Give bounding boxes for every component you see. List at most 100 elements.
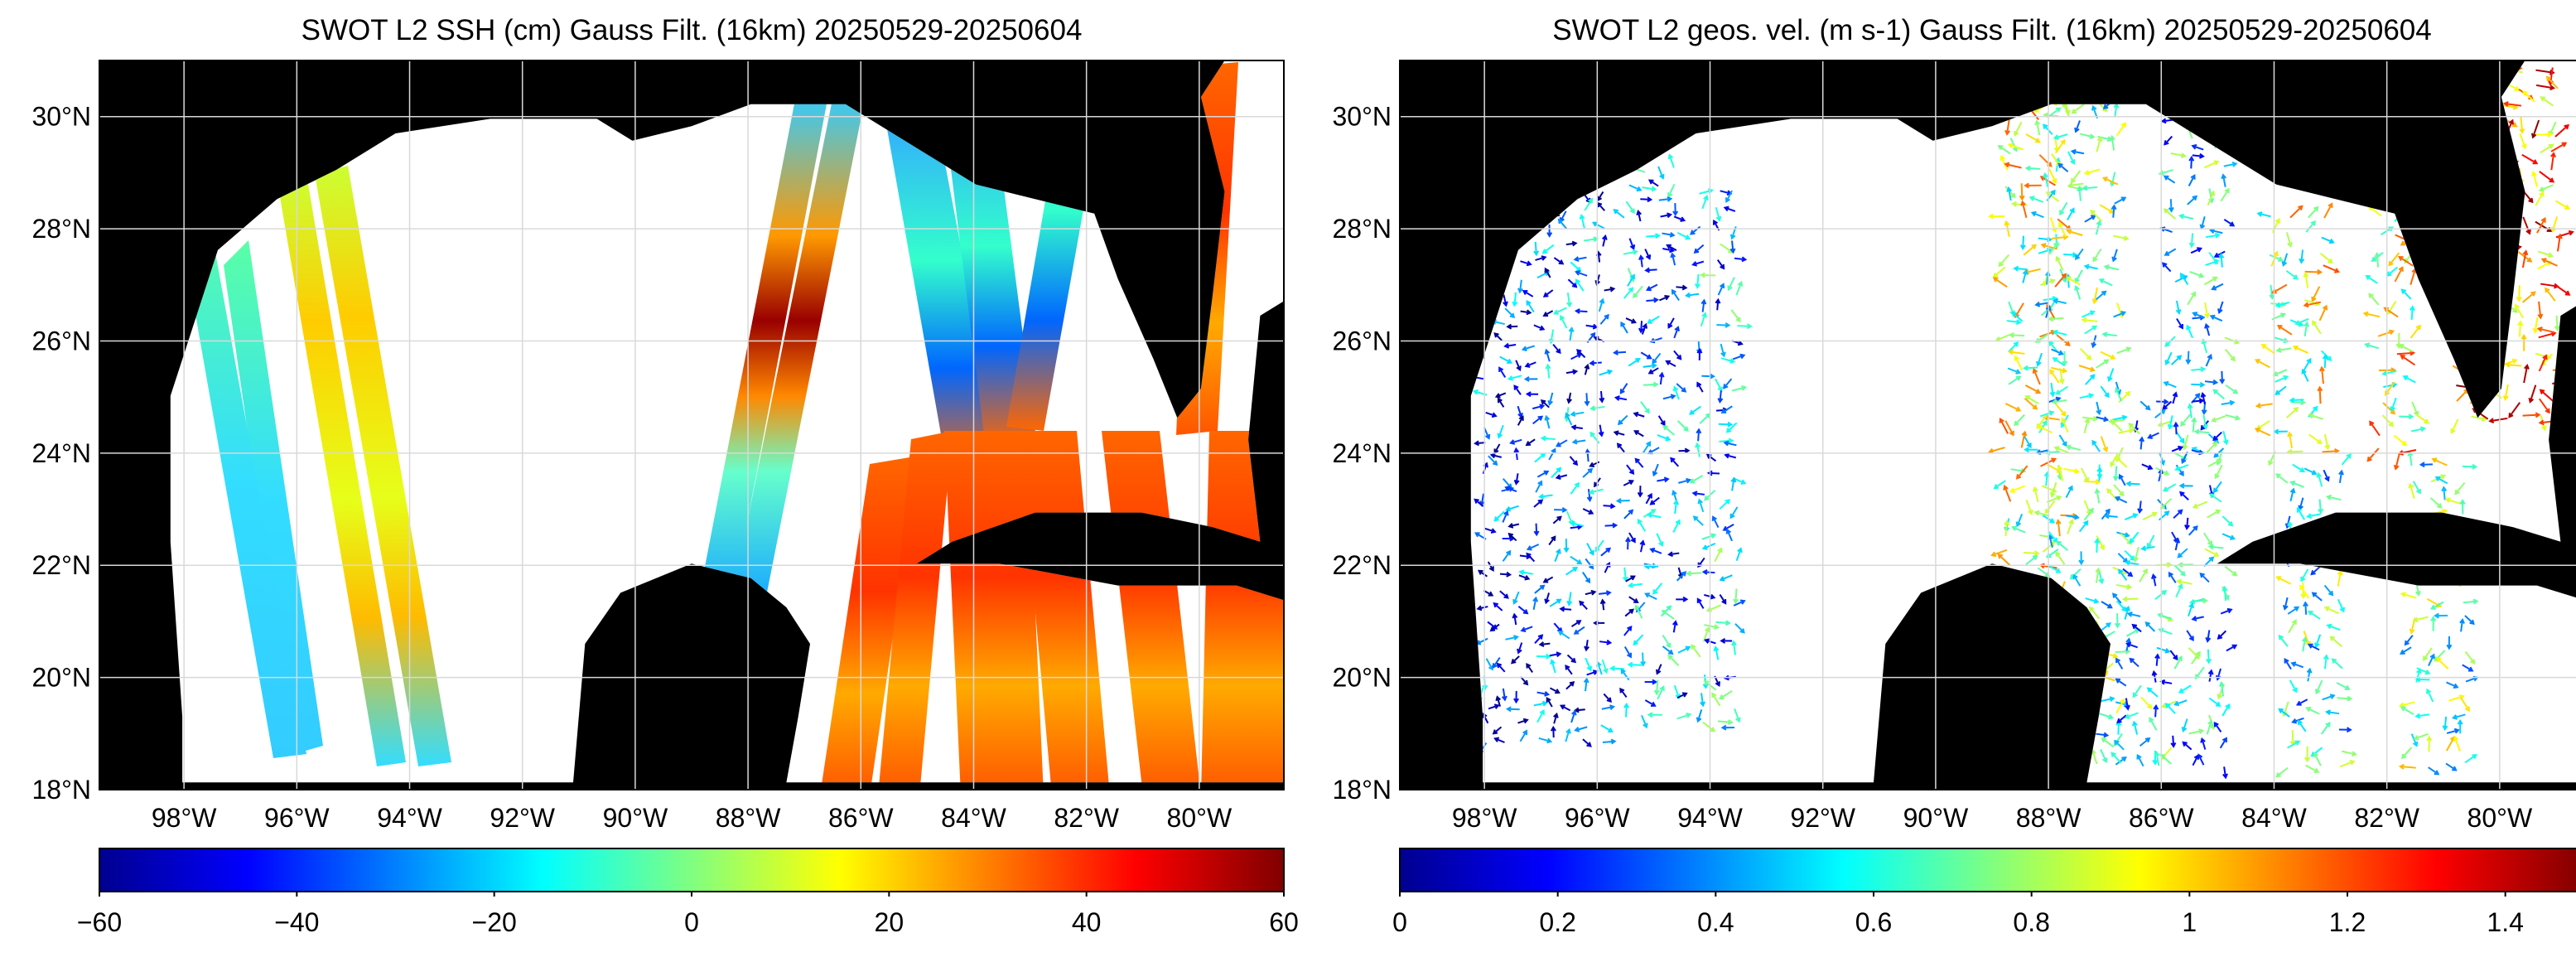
velocity-arrow — [2101, 601, 2112, 609]
velocity-arrow — [1526, 663, 1533, 674]
velocity-arrow — [2082, 311, 2095, 318]
velocity-arrowhead — [1667, 192, 1673, 199]
velocity-arrowhead — [2164, 360, 2170, 365]
velocity-arrow — [1667, 244, 1677, 252]
velocity-arrowhead — [2281, 261, 2288, 267]
velocity-arrow — [2532, 172, 2538, 187]
velocity-arrow — [2103, 333, 2117, 337]
velocity-arrow — [2396, 351, 2414, 355]
velocity-arrow — [2112, 593, 2122, 604]
velocity-arrow — [2174, 699, 2188, 706]
velocity-arrowhead — [2366, 456, 2372, 462]
velocity-arrowhead — [2195, 650, 2201, 657]
velocity-arrow — [2212, 283, 2224, 290]
velocity-arrowhead — [1628, 509, 1634, 515]
velocity-arrowhead — [1579, 600, 1585, 607]
velocity-arrowhead — [2000, 154, 2005, 161]
velocity-arrowhead — [2160, 118, 2167, 124]
velocity-arrow — [1533, 499, 1543, 508]
velocity-arrowhead — [1490, 528, 1497, 534]
velocity-arrow — [2115, 583, 2131, 588]
velocity-arrow — [1535, 481, 1542, 493]
velocity-arrowhead — [2303, 321, 2310, 327]
velocity-arrow — [2134, 546, 2139, 562]
velocity-arrowhead — [2324, 444, 2331, 451]
velocity-arrow — [1720, 243, 1733, 254]
velocity-arrow — [1540, 642, 1551, 645]
velocity-arrow — [2454, 482, 2466, 495]
velocity-arrow — [2193, 500, 2208, 509]
velocity-arrow — [1668, 552, 1680, 556]
velocity-arrowhead — [2324, 476, 2330, 482]
velocity-arrow — [2050, 382, 2054, 396]
velocity-arrowhead — [1585, 578, 1591, 584]
velocity-arrow — [2456, 389, 2469, 402]
velocity-arrowhead — [1584, 400, 1590, 407]
velocity-arrowhead — [1507, 375, 1513, 381]
velocity-arrowhead — [2221, 737, 2227, 742]
velocity-arrow — [2083, 508, 2094, 521]
velocity-arrow — [2089, 607, 2101, 620]
velocity-arrow — [2412, 481, 2421, 494]
velocity-arrowhead — [1737, 547, 1743, 554]
velocity-arrowhead — [2057, 221, 2064, 228]
velocity-arrowhead — [2053, 134, 2059, 140]
velocity-arrow — [2188, 525, 2198, 536]
velocity-arrowhead — [2301, 368, 2307, 375]
velocity-arrow — [2462, 664, 2473, 672]
velocity-arrow — [1652, 463, 1659, 476]
velocity-arrow — [1712, 516, 1720, 529]
velocity-arrowhead — [1671, 288, 1676, 295]
velocity-arrowhead — [2547, 131, 2553, 138]
velocity-arrow — [2025, 500, 2033, 515]
lon-tick-label: 96°W — [264, 803, 330, 833]
velocity-arrow — [2099, 622, 2111, 632]
velocity-arrowhead — [1727, 285, 1733, 292]
velocity-arrowhead — [2152, 511, 2158, 517]
velocity-arrow — [2126, 628, 2139, 637]
velocity-arrow — [1603, 693, 1612, 703]
velocity-arrow — [2539, 398, 2550, 413]
velocity-arrow — [1583, 238, 1598, 242]
velocity-arrow — [2075, 248, 2084, 260]
velocity-arrow — [1544, 268, 1551, 278]
velocity-arrow — [2386, 266, 2399, 277]
velocity-arrow — [1487, 561, 1494, 571]
velocity-arrowhead — [1663, 476, 1670, 483]
velocity-arrowhead — [2198, 273, 2205, 278]
velocity-arrowhead — [2504, 361, 2511, 368]
velocity-arrow — [2432, 458, 2448, 466]
velocity-arrowhead — [1539, 584, 1546, 590]
velocity-arrow — [1533, 702, 1547, 707]
velocity-arrow — [1716, 259, 1725, 269]
velocity-arrow — [1623, 510, 1633, 520]
velocity-arrowhead — [2106, 488, 2112, 494]
velocity-arrow — [1476, 637, 1488, 645]
velocity-arrowhead — [2280, 312, 2286, 318]
velocity-arrowhead — [1537, 634, 1544, 640]
velocity-arrowhead — [2547, 252, 2554, 259]
lon-tick-label: 92°W — [490, 803, 555, 833]
velocity-arrowhead — [2007, 349, 2014, 355]
velocity-arrow — [1673, 386, 1680, 400]
velocity-arrowhead — [2051, 399, 2057, 405]
velocity-arrowhead — [1668, 649, 1674, 655]
velocity-arrowhead — [2289, 397, 2295, 404]
velocity-arrow — [1690, 225, 1701, 235]
velocity-arrow — [2025, 555, 2038, 566]
velocity-arrow — [2225, 413, 2240, 420]
velocity-arrowhead — [1631, 318, 1638, 324]
velocity-arrow — [1533, 324, 1544, 331]
velocity-arrowhead — [1730, 476, 1737, 483]
velocity-arrowhead — [1571, 709, 1577, 716]
velocity-arrowhead — [1696, 428, 1702, 434]
lat-tick-label: 26°N — [32, 326, 92, 355]
velocity-arrowhead — [2149, 717, 2154, 723]
velocity-arrow — [1575, 726, 1588, 732]
velocity-arrow — [1575, 256, 1587, 261]
velocity-arrow — [2312, 592, 2323, 602]
velocity-arrow — [1535, 523, 1538, 535]
velocity-arrow — [2368, 205, 2382, 217]
velocity-arrowhead — [2287, 242, 2293, 249]
velocity-arrowhead — [2371, 256, 2377, 262]
